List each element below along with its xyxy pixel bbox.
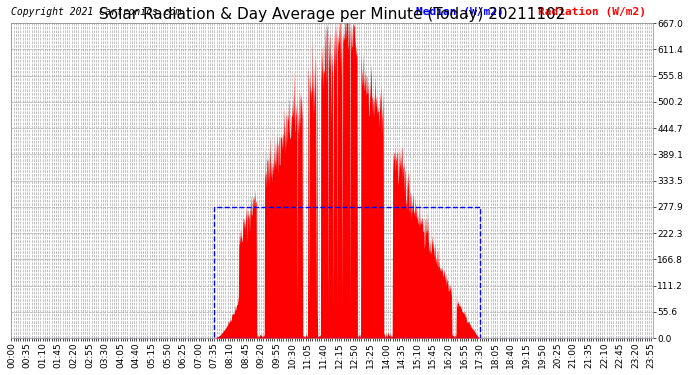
Bar: [215, 207, 480, 338]
Text: Median (W/m2): Median (W/m2): [415, 7, 504, 17]
Text: Radiation (W/m2): Radiation (W/m2): [538, 7, 646, 17]
Title: Solar Radiation & Day Average per Minute (Today) 20211102: Solar Radiation & Day Average per Minute…: [99, 7, 565, 22]
Text: Copyright 2021 Cartronics.com: Copyright 2021 Cartronics.com: [12, 7, 182, 17]
